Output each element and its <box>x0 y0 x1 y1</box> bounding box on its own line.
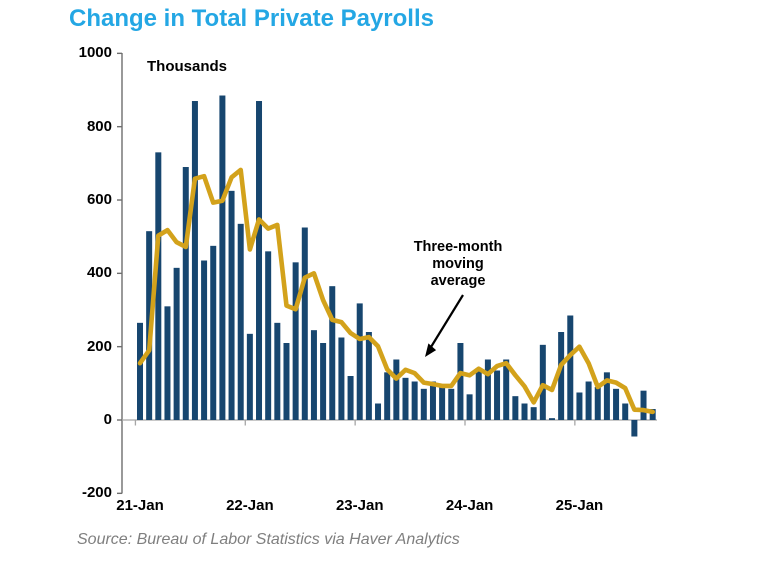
bar <box>448 388 455 420</box>
bar <box>310 330 317 420</box>
bar <box>613 388 620 420</box>
bar <box>274 322 281 420</box>
bar <box>173 267 180 420</box>
bar <box>603 372 610 420</box>
bar <box>164 306 171 420</box>
bar <box>429 381 436 420</box>
bar <box>265 251 272 420</box>
y-tick-label: 800 <box>86 117 112 135</box>
bar <box>411 381 418 420</box>
y-tick-label: -200 <box>81 484 112 502</box>
x-tick-label: 24-Jan <box>445 497 494 514</box>
x-tick-label: 23-Jan <box>335 497 384 514</box>
bar <box>246 333 253 420</box>
bar <box>137 322 143 420</box>
bar <box>384 372 391 420</box>
moving-average-annotation: Three-month moving average <box>413 239 503 289</box>
bar <box>484 359 491 420</box>
bar <box>201 260 208 420</box>
bar <box>301 227 308 420</box>
bar <box>530 407 537 420</box>
bar <box>631 420 638 437</box>
bar <box>237 223 244 420</box>
bar <box>567 315 574 420</box>
bar <box>347 376 354 420</box>
bar <box>640 390 647 420</box>
y-tick-label: 1000 <box>78 44 112 62</box>
bar <box>338 337 345 420</box>
bar <box>292 262 299 420</box>
bar <box>475 368 482 420</box>
bar <box>365 332 372 420</box>
moving-average-line <box>137 167 656 415</box>
bar <box>256 101 263 421</box>
y-tick-label: 200 <box>86 337 112 355</box>
bar <box>210 245 217 420</box>
bar <box>558 332 565 420</box>
bar <box>191 101 198 421</box>
bar <box>503 359 510 420</box>
annotation-arrow-shaft <box>430 294 464 348</box>
bar <box>466 394 473 420</box>
bar <box>155 152 162 420</box>
bar <box>182 167 189 420</box>
source-note: Source: Bureau of Labor Statistics via H… <box>77 531 460 548</box>
bar <box>521 403 528 420</box>
bar <box>402 377 409 420</box>
x-tick-label: 25-Jan <box>555 497 604 514</box>
bar <box>494 370 501 420</box>
bar <box>649 409 656 420</box>
annotation-arrow-head <box>425 343 437 357</box>
bar <box>329 286 336 420</box>
y-tick-label: 0 <box>103 411 112 428</box>
bar <box>548 418 555 420</box>
bar <box>585 381 592 420</box>
bar <box>457 343 464 420</box>
bar <box>320 343 327 420</box>
bar <box>576 392 583 420</box>
bar <box>539 344 546 420</box>
y-tick-label: 600 <box>86 191 112 208</box>
y-axis-unit-label: Thousands <box>147 58 228 75</box>
chart-title: Change in Total Private Payrolls <box>69 5 434 32</box>
bar <box>375 403 382 420</box>
bar <box>420 388 427 420</box>
bar <box>283 343 290 420</box>
y-tick-label: 400 <box>86 264 112 282</box>
bar <box>439 387 446 420</box>
bar <box>228 190 235 420</box>
bar <box>356 303 363 420</box>
bar <box>393 359 400 420</box>
bar <box>622 403 629 420</box>
bar <box>512 396 519 420</box>
x-tick-label: 22-Jan <box>226 497 274 514</box>
bar <box>219 95 226 421</box>
bar <box>594 387 601 420</box>
x-tick-label: 21-Jan <box>116 497 164 514</box>
